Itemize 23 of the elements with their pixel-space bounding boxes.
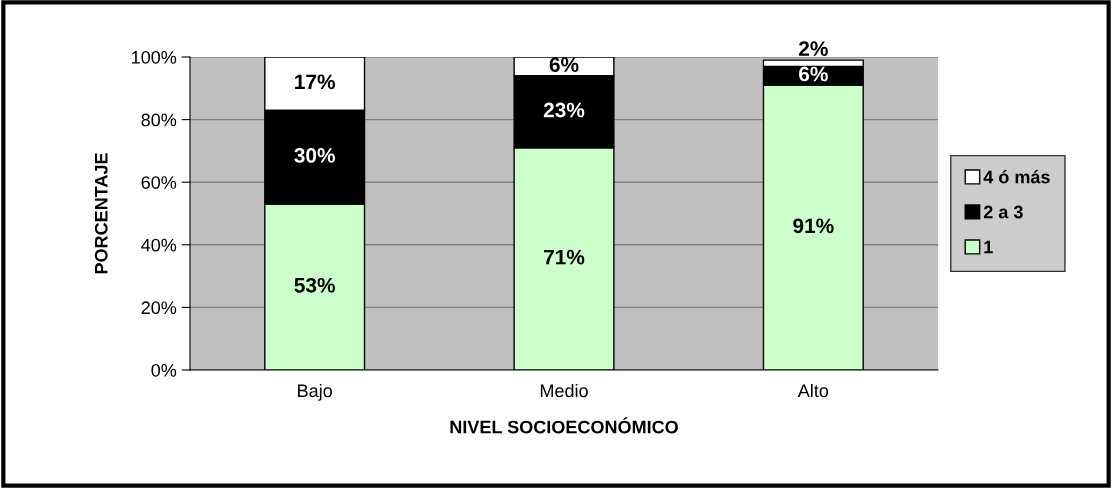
- legend-label: 2 a 3: [983, 205, 1023, 219]
- y-axis-title: PORCENTAJE: [94, 153, 108, 274]
- x-tick-label: Alto: [797, 383, 829, 398]
- x-axis-title: NIVEL SOCIOECONÓMICO: [450, 417, 678, 434]
- data-label: 6%: [549, 57, 579, 72]
- data-label: 91%: [793, 218, 834, 234]
- y-tick-label: 60%: [141, 176, 177, 189]
- y-tick-label: 80%: [141, 113, 177, 127]
- y-tick-label: 0%: [151, 363, 177, 377]
- data-label: 23%: [543, 102, 585, 118]
- data-label: 2%: [799, 41, 828, 56]
- legend-label: 4 ó más: [983, 169, 1050, 184]
- data-label: 6%: [799, 66, 828, 82]
- y-tick-label: 20%: [141, 301, 177, 315]
- y-tick-label: 100%: [132, 50, 177, 64]
- data-label: 53%: [294, 277, 335, 293]
- x-tick-label: Bajo: [298, 383, 332, 401]
- data-label: 71%: [544, 249, 585, 265]
- legend-label: 1: [984, 240, 993, 254]
- data-label: 30%: [294, 148, 335, 163]
- y-tick-label: 40%: [141, 238, 177, 252]
- x-tick-label: Medio: [540, 383, 588, 398]
- data-label: 17%: [295, 74, 335, 90]
